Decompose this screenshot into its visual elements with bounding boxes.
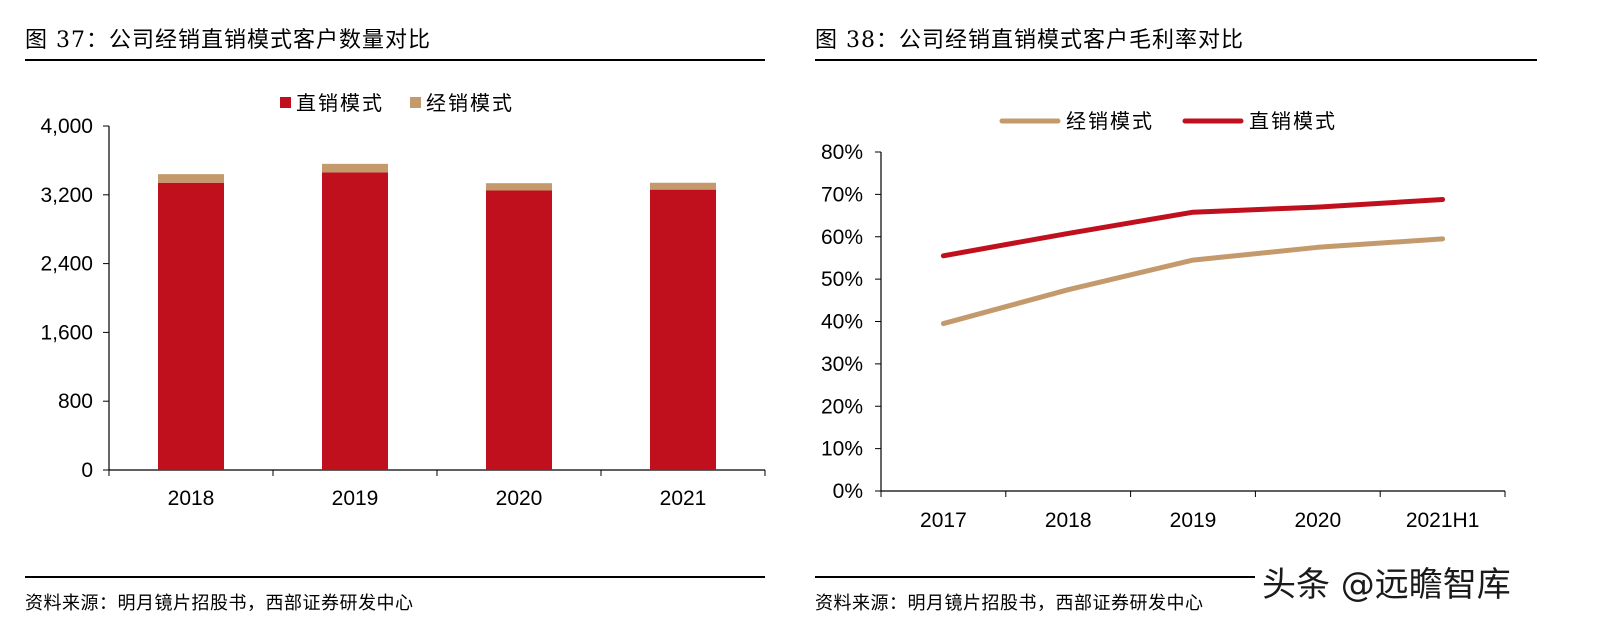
x-tick-label: 2019 xyxy=(1170,509,1217,532)
bar-distributor xyxy=(486,183,552,191)
figure-title-38: 图 38：公司经销直销模式客户毛利率对比 xyxy=(815,28,1244,53)
bar-direct xyxy=(158,182,224,470)
source-note: 资料来源：明月镜片招股书，西部证券研发中心 xyxy=(25,593,414,614)
x-tick-label: 2018 xyxy=(168,487,215,510)
x-tick-label: 2020 xyxy=(496,487,543,510)
y-tick-label: 10% xyxy=(821,438,863,461)
legend-label: 经销模式 xyxy=(426,92,514,115)
figure-title-37: 图 37：公司经销直销模式客户数量对比 xyxy=(25,28,431,53)
bar-direct xyxy=(322,172,388,470)
y-tick-label: 50% xyxy=(821,268,863,291)
x-tick-label: 2017 xyxy=(920,509,967,532)
bar-direct xyxy=(650,189,716,470)
x-tick-label: 2019 xyxy=(332,487,379,510)
watermark: 头条 @远瞻智库 xyxy=(1262,565,1511,605)
customer-count-chart: 0 800 1,600 2,400 3,200 4,000 2018 2019 2020 2021… xyxy=(40,92,766,510)
y-tick-label: 800 xyxy=(58,390,93,413)
legend-label: 经销模式 xyxy=(1066,110,1154,133)
bar-distributor xyxy=(322,163,388,173)
y-tick-label: 1,600 xyxy=(40,321,93,344)
legend-label: 直销模式 xyxy=(1249,110,1337,133)
title-rule xyxy=(25,59,765,61)
x-tick-label: 2021H1 xyxy=(1406,509,1480,532)
panel-gross-margin: 图 38：公司经销直销模式客户毛利率对比 0% 10% 20% 30% 40% 50% 60… xyxy=(815,0,1575,633)
y-tick-label: 40% xyxy=(821,311,863,334)
y-tick-label: 70% xyxy=(821,183,863,206)
y-tick-label: 20% xyxy=(821,395,863,418)
legend-swatch xyxy=(410,97,421,108)
legend-label: 直销模式 xyxy=(296,92,384,115)
y-tick-label: 4,000 xyxy=(40,115,93,138)
legend-swatch xyxy=(280,97,291,108)
y-tick-label: 0% xyxy=(833,480,863,503)
y-tick-label: 30% xyxy=(821,353,863,376)
bar-distributor xyxy=(158,174,224,183)
x-tick-label: 2021 xyxy=(660,487,707,510)
y-tick-label: 0 xyxy=(81,459,93,482)
source-rule xyxy=(25,576,765,578)
x-tick-label: 2020 xyxy=(1294,509,1341,532)
bar-direct xyxy=(486,190,552,470)
source-note: 资料来源：明月镜片招股书，西部证券研发中心 xyxy=(815,593,1204,614)
title-rule xyxy=(815,59,1537,61)
y-tick-label: 2,400 xyxy=(40,253,93,276)
y-tick-label: 60% xyxy=(821,226,863,249)
panel-customer-count: 图 37：公司经销直销模式客户数量对比 0 800 1,600 2,400 3,200 4… xyxy=(25,0,790,633)
source-rule xyxy=(815,576,1255,578)
bar-distributor xyxy=(650,182,716,190)
y-tick-label: 3,200 xyxy=(40,184,93,207)
x-tick-label: 2018 xyxy=(1045,509,1092,532)
line-distributor xyxy=(940,236,1446,327)
gross-margin-chart: 0% 10% 20% 30% 40% 50% 60% 70% 80% 2017 2018 2019 20… xyxy=(821,110,1506,532)
line-direct xyxy=(940,197,1446,259)
y-tick-label: 80% xyxy=(821,141,863,164)
